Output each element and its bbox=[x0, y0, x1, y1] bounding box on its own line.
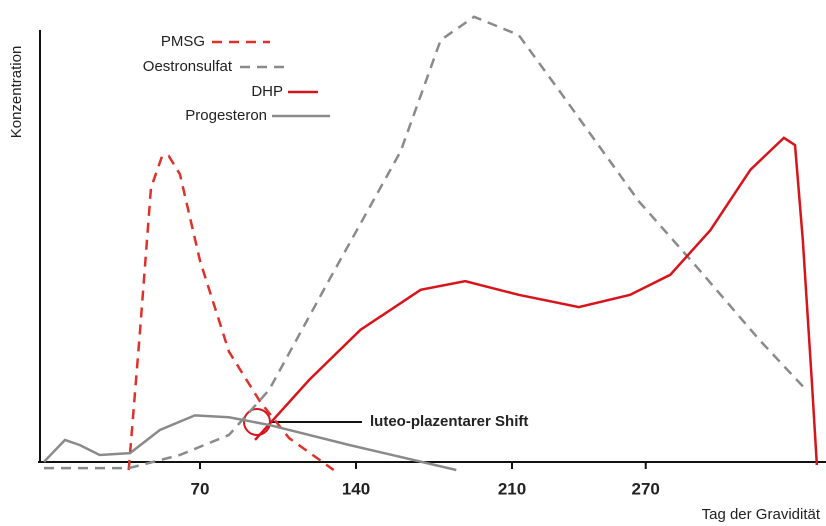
legend-label: PMSG bbox=[161, 33, 205, 50]
series-line bbox=[127, 154, 335, 472]
x-tick-label: 140 bbox=[342, 479, 370, 498]
annotation: luteo-plazentarer Shift bbox=[370, 413, 528, 430]
x-axis-label: Tag der Gravidität bbox=[702, 506, 821, 523]
x-tick-label: 270 bbox=[632, 479, 660, 498]
legend-label: Oestronsulfat bbox=[143, 58, 233, 75]
legend-label: Progesteron bbox=[185, 107, 267, 124]
series-line bbox=[44, 15, 808, 470]
x-tick-label: 210 bbox=[498, 479, 526, 498]
x-tick-label: 70 bbox=[191, 479, 210, 498]
series-line bbox=[43, 414, 457, 472]
y-axis-label: Konzentration bbox=[8, 46, 25, 139]
series-line bbox=[254, 136, 819, 466]
legend-label: DHP bbox=[251, 83, 283, 100]
